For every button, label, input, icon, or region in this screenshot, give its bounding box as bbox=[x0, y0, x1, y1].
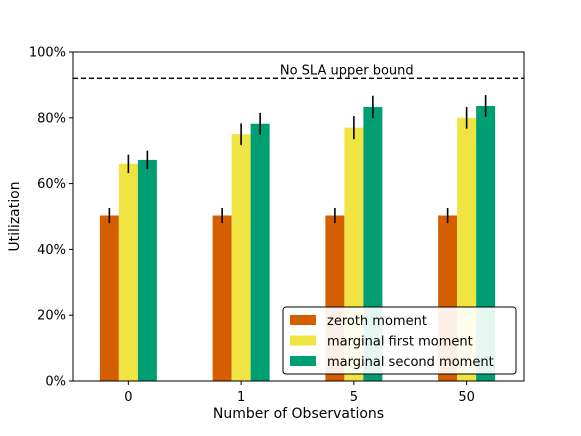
legend: zeroth moment marginal first moment margin… bbox=[282, 306, 517, 375]
legend-label-zeroth-moment: zeroth moment bbox=[327, 314, 427, 329]
bar-marginal-second-moment-1 bbox=[250, 123, 270, 382]
bar-zeroth-moment-1 bbox=[212, 215, 232, 381]
x-axis-label: Number of Observations bbox=[213, 406, 384, 422]
legend-swatch-marginal-second-moment bbox=[290, 356, 316, 366]
sla-reference-label: No SLA upper bound bbox=[280, 63, 414, 78]
legend-label-marginal-second-moment: marginal second moment bbox=[327, 355, 494, 370]
legend-swatch-marginal-first-moment bbox=[290, 335, 316, 346]
plot-frame bbox=[72, 51, 525, 382]
y-tick-label: 20% bbox=[37, 309, 66, 324]
legend-label-marginal-first-moment: marginal first moment bbox=[327, 335, 473, 350]
bar-marginal-second-moment-0 bbox=[137, 159, 157, 381]
y-tick-label: 80% bbox=[37, 111, 66, 126]
bar-marginal-first-moment-1 bbox=[231, 134, 251, 381]
y-axis-ticks: 0% 20% 40% 60% 80% 100% bbox=[29, 46, 73, 390]
error-bars-group bbox=[108, 95, 487, 224]
legend-swatch-zeroth-moment bbox=[290, 315, 316, 325]
x-axis-ticks: 0 1 5 50 bbox=[124, 381, 475, 405]
bar-zeroth-moment-0 bbox=[99, 215, 119, 381]
x-tick-label: 5 bbox=[350, 390, 358, 405]
y-tick-label: 100% bbox=[29, 46, 66, 61]
y-tick-label: 0% bbox=[45, 375, 66, 390]
legend-box bbox=[282, 306, 517, 375]
y-tick-label: 40% bbox=[37, 243, 66, 258]
y-tick-label: 60% bbox=[37, 177, 66, 192]
y-axis-label: Utilization bbox=[7, 181, 23, 251]
x-tick-label: 1 bbox=[237, 390, 245, 405]
x-tick-label: 50 bbox=[458, 390, 475, 405]
bar-marginal-first-moment-0 bbox=[118, 163, 138, 381]
x-tick-label: 0 bbox=[124, 390, 132, 405]
